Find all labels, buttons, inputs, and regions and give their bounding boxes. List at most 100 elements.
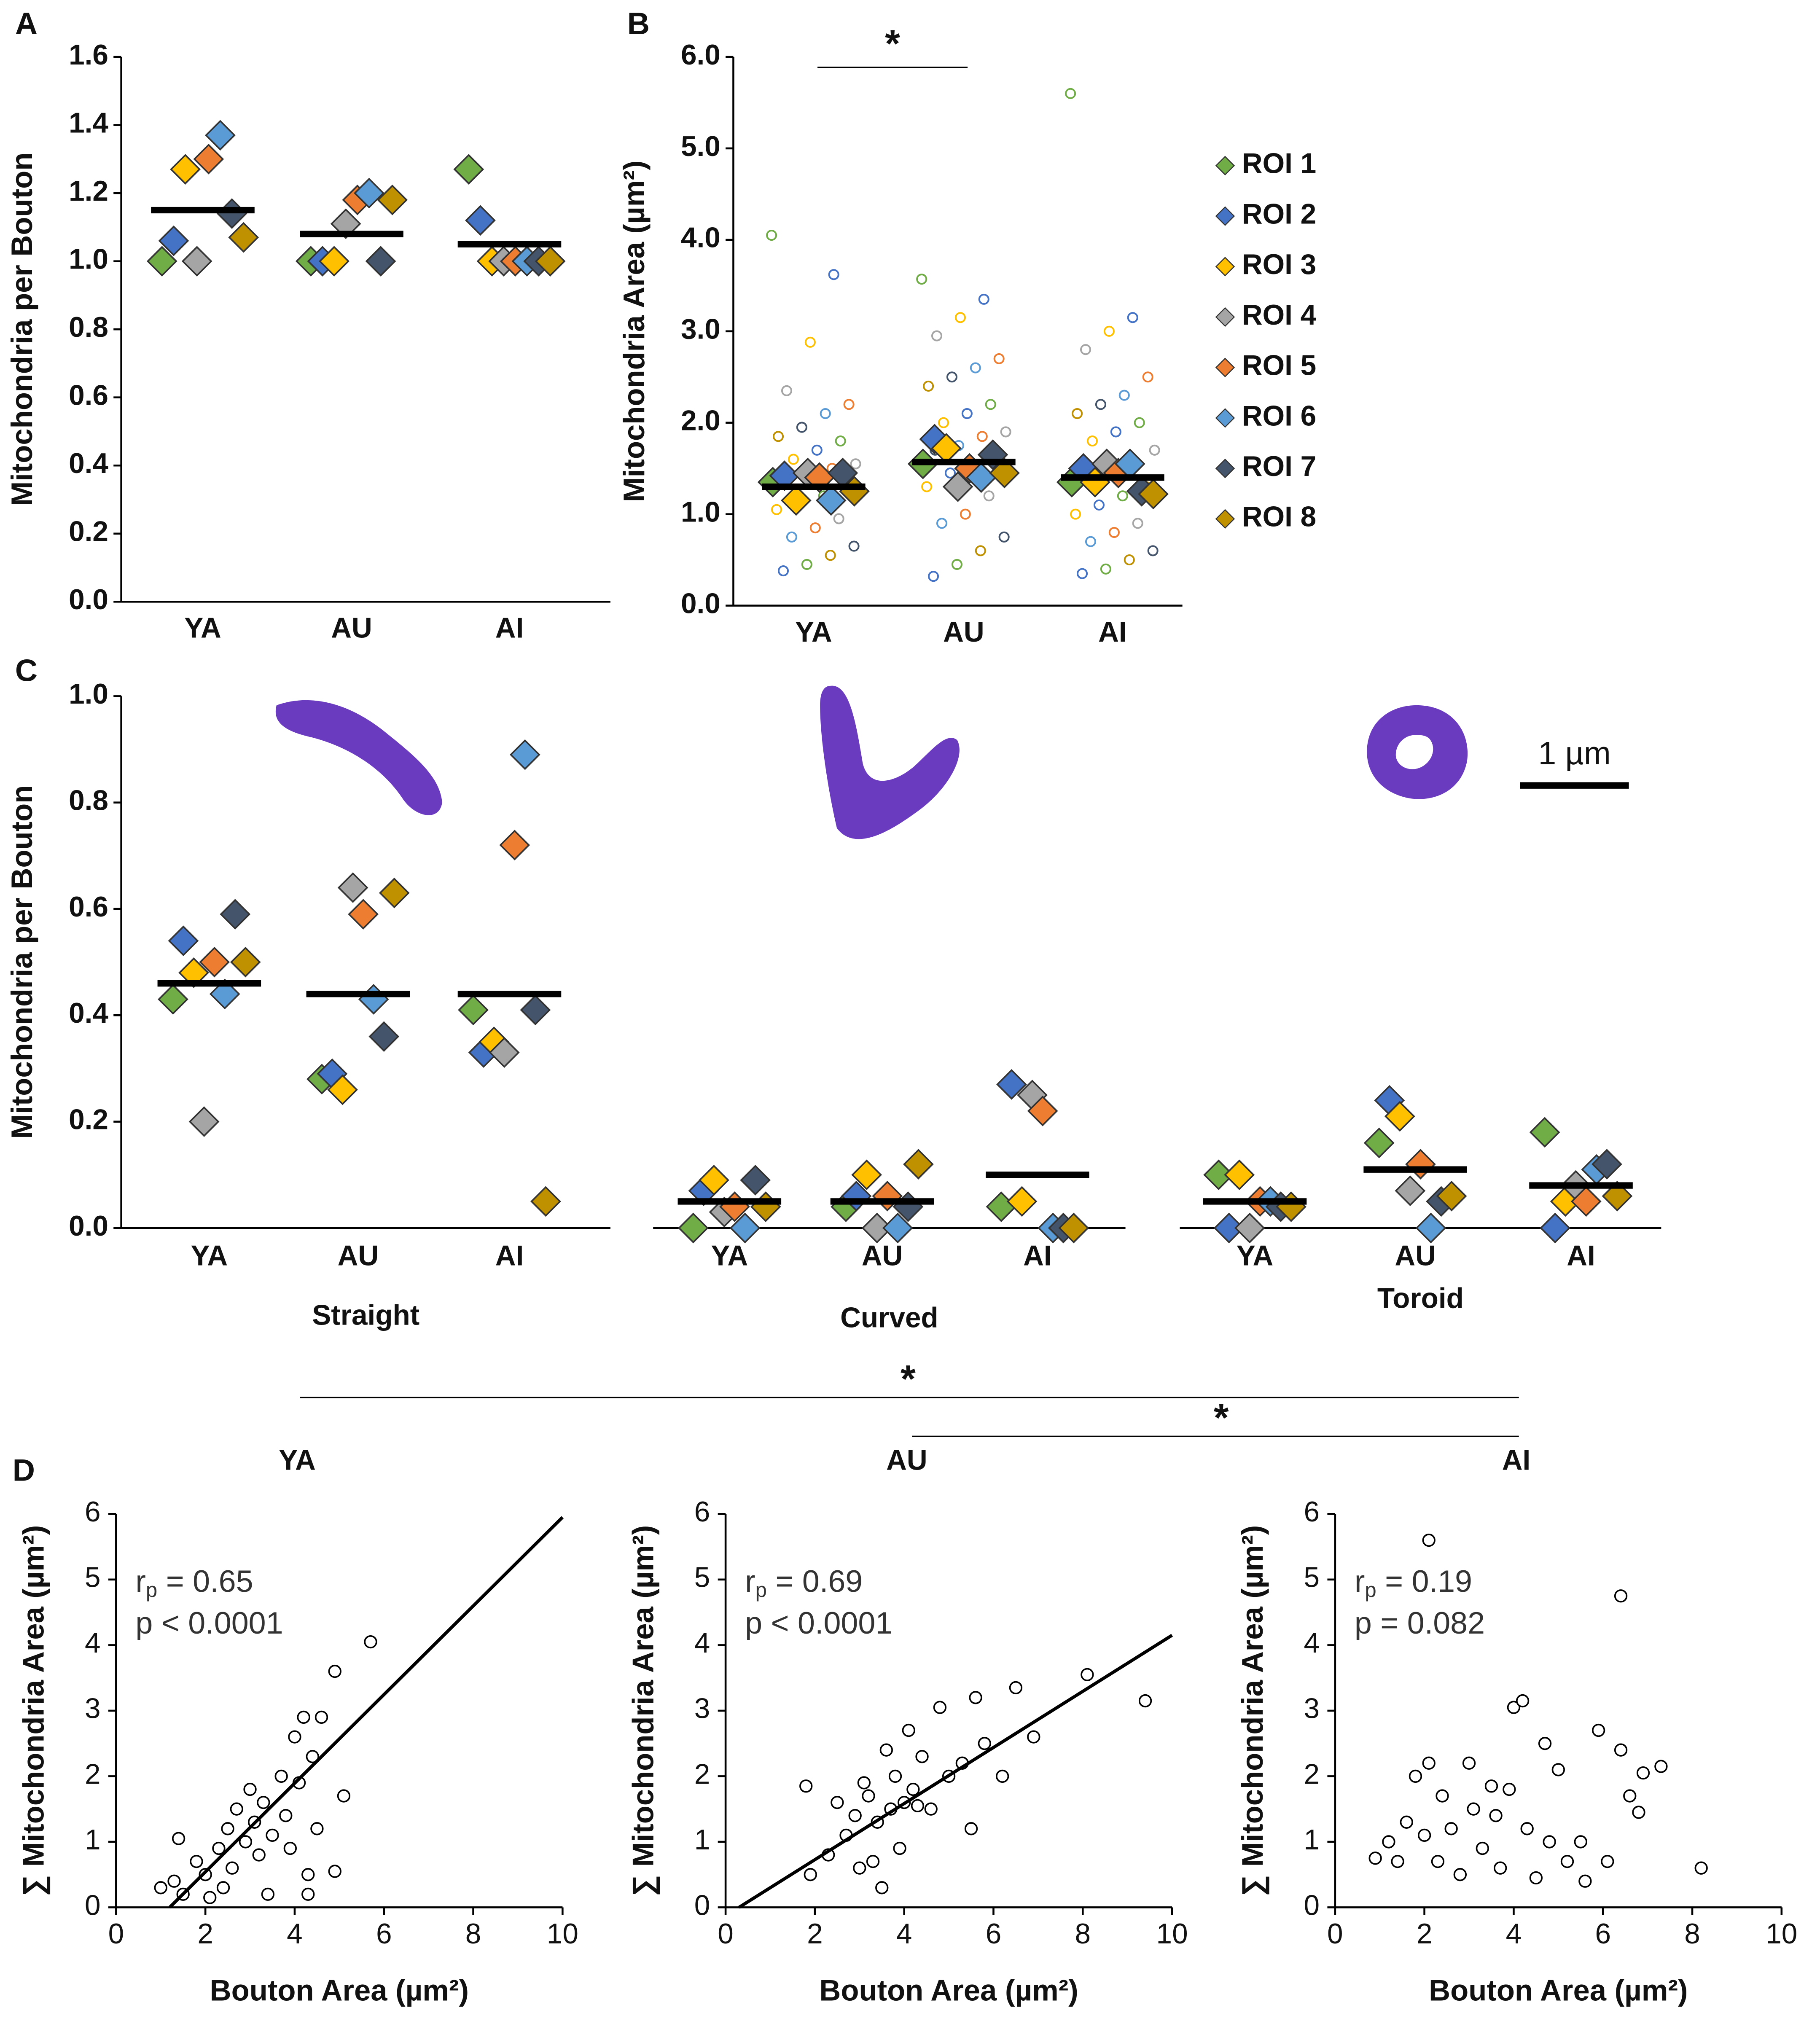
point [875,1881,889,1895]
point [1081,1668,1094,1682]
p-value-label: p < 0.0001 [745,1605,893,1640]
raw-point [811,444,823,456]
x-tick-label: AU [862,1240,903,1271]
point [1417,1828,1431,1842]
y-tick-label: 1 [1304,1824,1320,1856]
point [221,1822,234,1836]
raw-point [976,431,988,442]
point [274,1769,288,1783]
straight-render [275,700,442,815]
y-axis-label: ∑ Mitochondria Area (µm²) [626,1525,660,1896]
raw-point [1085,536,1097,547]
y-tick-label: 3 [1304,1693,1320,1725]
x-tick-label: 10 [547,1918,578,1950]
raw-point [1110,426,1121,438]
point [1467,1802,1480,1816]
y-tick-label: 4 [1304,1627,1320,1659]
roi-marker [379,877,410,908]
point [1494,1861,1507,1875]
raw-point [1142,371,1153,383]
y-tick-label: 0.4 [69,997,108,1029]
roi-marker [530,1186,561,1217]
point [1382,1835,1395,1849]
roi-marker [781,485,812,516]
legend-label: ROI 1 [1242,148,1316,180]
raw-point [843,399,855,410]
y-tick-label: 5 [1304,1562,1320,1594]
raw-point [916,274,927,285]
x-tick-label: AI [1098,616,1127,648]
roi-marker [520,994,551,1026]
y-tick-label: 0 [85,1889,101,1921]
x-tick-label: AU [1395,1240,1436,1271]
r-symbol: r [135,1564,146,1599]
legend-label: ROI 5 [1242,350,1316,382]
mitochondria-renders [275,685,1468,839]
raw-point [1124,554,1135,566]
point [893,1841,906,1855]
y-axis-label: Mitochondria per Bouton [5,153,38,506]
point [1636,1766,1650,1780]
point [167,1874,181,1888]
roi-marker [851,1159,882,1191]
point [857,1776,871,1790]
y-tick-label: 1.4 [69,107,108,139]
roi-marker [188,1106,220,1137]
raw-point [983,490,995,502]
y-tick-label: 0.2 [69,1104,108,1135]
x-tick-label: 4 [1506,1918,1522,1950]
x-tick-label: YA [1237,1240,1274,1271]
y-tick-label: 1 [85,1824,101,1856]
x-tick-label: AI [495,613,524,644]
point [969,1691,982,1704]
x-axis-label: Bouton Area (µm²) [819,1974,1078,2007]
raw-point [931,330,943,341]
y-tick-label: 1.0 [69,244,108,275]
raw-point [777,565,789,577]
y-tick-label: 6 [85,1496,101,1528]
x-tick-label: 2 [807,1918,823,1950]
point [1601,1854,1614,1868]
point [212,1841,226,1855]
roi-marker [170,154,201,185]
point [1391,1854,1404,1868]
roi-marker [337,872,368,903]
raw-point [1065,88,1076,99]
x-axis-label: Bouton Area (µm²) [1429,1974,1688,2007]
x-tick-label: 8 [1075,1918,1091,1950]
raw-point [786,531,797,543]
raw-point [1070,508,1081,520]
raw-point [923,380,934,392]
x-tick-label: YA [184,613,221,644]
fit-line [738,1634,1173,1909]
x-tick-label: 6 [1595,1918,1611,1950]
r-symbol: r [1355,1564,1365,1599]
raw-point [975,545,986,556]
point [1694,1861,1708,1875]
roi-marker [989,457,1020,489]
roi-marker [365,246,396,277]
legend-marker [1215,357,1235,377]
y-tick-label: 2 [1304,1758,1320,1790]
y-tick-label: 0.0 [69,584,108,615]
raw-point [946,371,957,383]
point [1400,1815,1413,1829]
legend-marker [1215,206,1235,226]
raw-point [1072,408,1083,419]
group-label: Toroid [1377,1283,1464,1314]
raw-point [1000,426,1011,438]
point [1529,1871,1543,1885]
x-tick-label: AU [331,613,372,644]
legend-label: ROI 4 [1242,299,1317,331]
y-tick-label: 6.0 [681,39,720,71]
point [799,1779,813,1793]
roi-marker [1395,1175,1426,1207]
raw-point [1080,344,1091,355]
point [1614,1589,1628,1603]
roi-marker [1363,1127,1395,1158]
roi-marker [1529,1117,1560,1148]
legend-marker [1215,257,1235,277]
toroid-render [1367,705,1468,799]
point [1503,1782,1516,1796]
x-tick-label: 4 [287,1918,303,1950]
